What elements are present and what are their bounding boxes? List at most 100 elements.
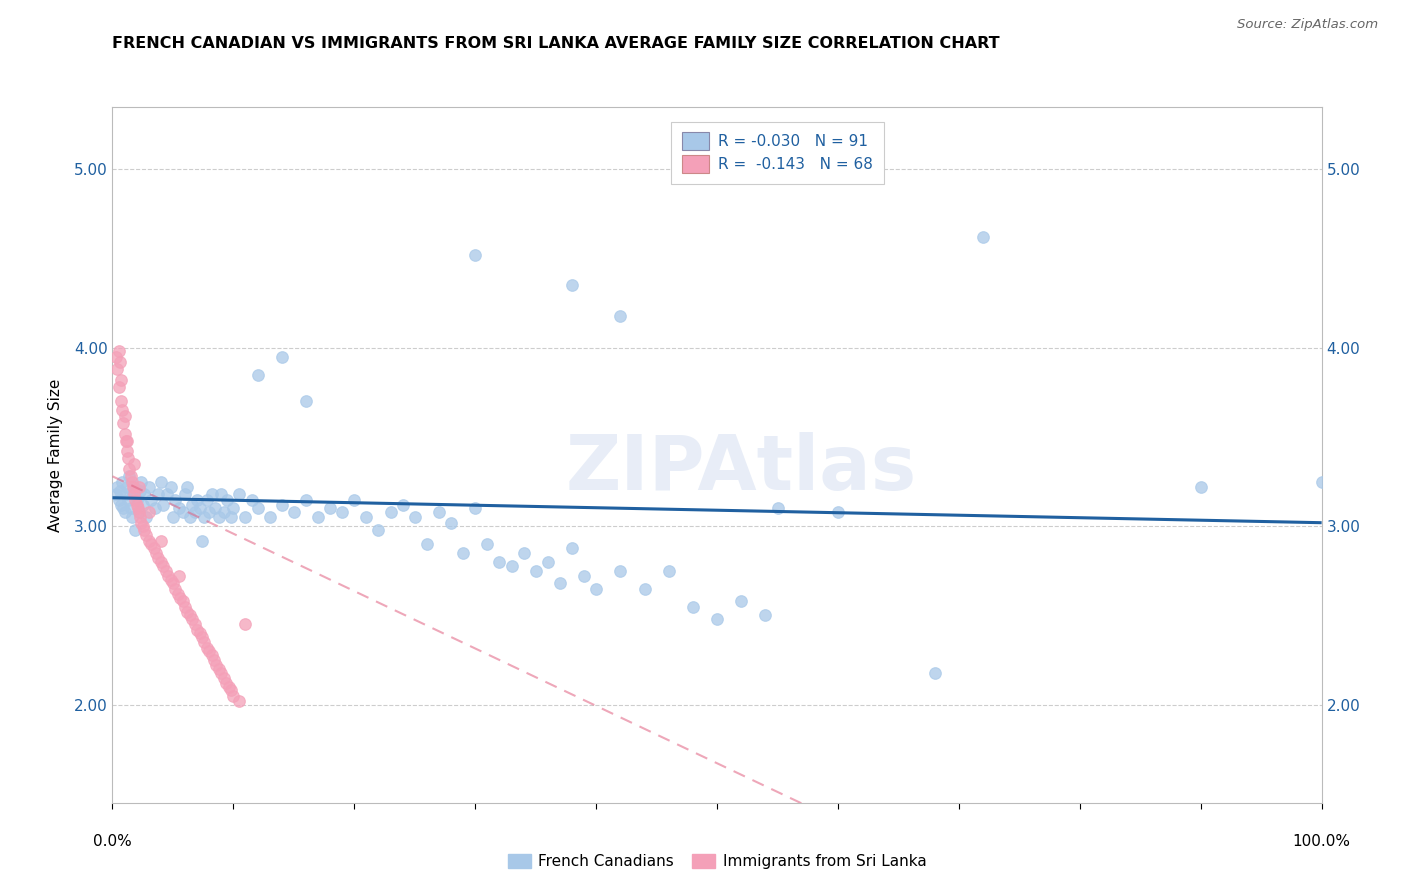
Point [129,510,152,524]
Point [222,689,245,703]
Point [730,594,752,608]
Point [512,546,534,560]
Legend: French Canadians, Immigrants from Sri Lanka: French Canadians, Immigrants from Sri La… [502,848,932,875]
Point [141,537,163,551]
Point [108,483,131,498]
Text: 100.0%: 100.0% [1292,834,1351,849]
Point [222,501,245,516]
Point [157,569,180,583]
Point [451,546,474,560]
Point [188,501,211,516]
Point [110,373,132,387]
Point [195,492,218,507]
Point [188,626,211,640]
Point [209,487,232,501]
Point [235,510,257,524]
Point [537,555,560,569]
Point [404,510,426,524]
Point [128,505,150,519]
Point [240,492,263,507]
Point [585,582,607,596]
Point [132,498,155,512]
Point [682,599,704,614]
Point [181,612,204,626]
Point [138,533,160,548]
Y-axis label: Average Family Size: Average Family Size [48,378,63,532]
Point [766,501,789,516]
Point [176,605,198,619]
Point [125,492,148,507]
Point [167,501,190,516]
Point [191,630,214,644]
Point [416,537,439,551]
Point [205,658,228,673]
Point [167,569,190,583]
Point [105,487,128,501]
Point [172,594,194,608]
Point [572,569,595,583]
Point [165,582,187,596]
Point [181,498,204,512]
Point [488,555,510,569]
Point [356,510,378,524]
Point [754,608,776,623]
Point [464,501,486,516]
Point [295,394,318,409]
Point [148,487,170,501]
Point [114,487,136,501]
Point [427,505,450,519]
Point [152,498,174,512]
Point [174,487,197,501]
Point [128,480,150,494]
Point [228,487,250,501]
Point [122,487,145,501]
Point [120,501,142,516]
Point [145,546,167,560]
Point [132,519,155,533]
Point [118,469,141,483]
Point [295,492,318,507]
Point [235,617,257,632]
Point [107,492,129,507]
Point [148,551,170,566]
Point [122,480,145,494]
Point [112,416,135,430]
Point [120,469,142,483]
Point [217,492,239,507]
Point [110,394,132,409]
Point [215,676,238,690]
Point [924,665,946,680]
Point [201,487,224,501]
Point [183,617,205,632]
Point [124,523,146,537]
Point [391,498,413,512]
Point [114,505,136,519]
Text: FRENCH CANADIAN VS IMMIGRANTS FROM SRI LANKA AVERAGE FAMILY SIZE CORRELATION CHA: FRENCH CANADIAN VS IMMIGRANTS FROM SRI L… [112,36,1000,51]
Point [169,591,191,605]
Point [204,501,226,516]
Point [138,480,160,494]
Point [111,403,134,417]
Point [193,635,215,649]
Point [117,492,139,507]
Point [149,555,172,569]
Text: ZIPAtlas: ZIPAtlas [565,432,917,506]
Point [162,576,184,591]
Point [108,355,131,369]
Point [212,505,235,519]
Point [149,533,172,548]
Point [159,480,181,494]
Point [501,558,523,573]
Point [212,671,235,685]
Point [307,510,329,524]
Point [174,599,197,614]
Point [198,644,221,658]
Point [121,475,143,489]
Point [135,510,157,524]
Point [198,505,221,519]
Point [658,564,681,578]
Point [193,510,215,524]
Point [191,533,214,548]
Point [105,350,128,364]
Point [159,573,181,587]
